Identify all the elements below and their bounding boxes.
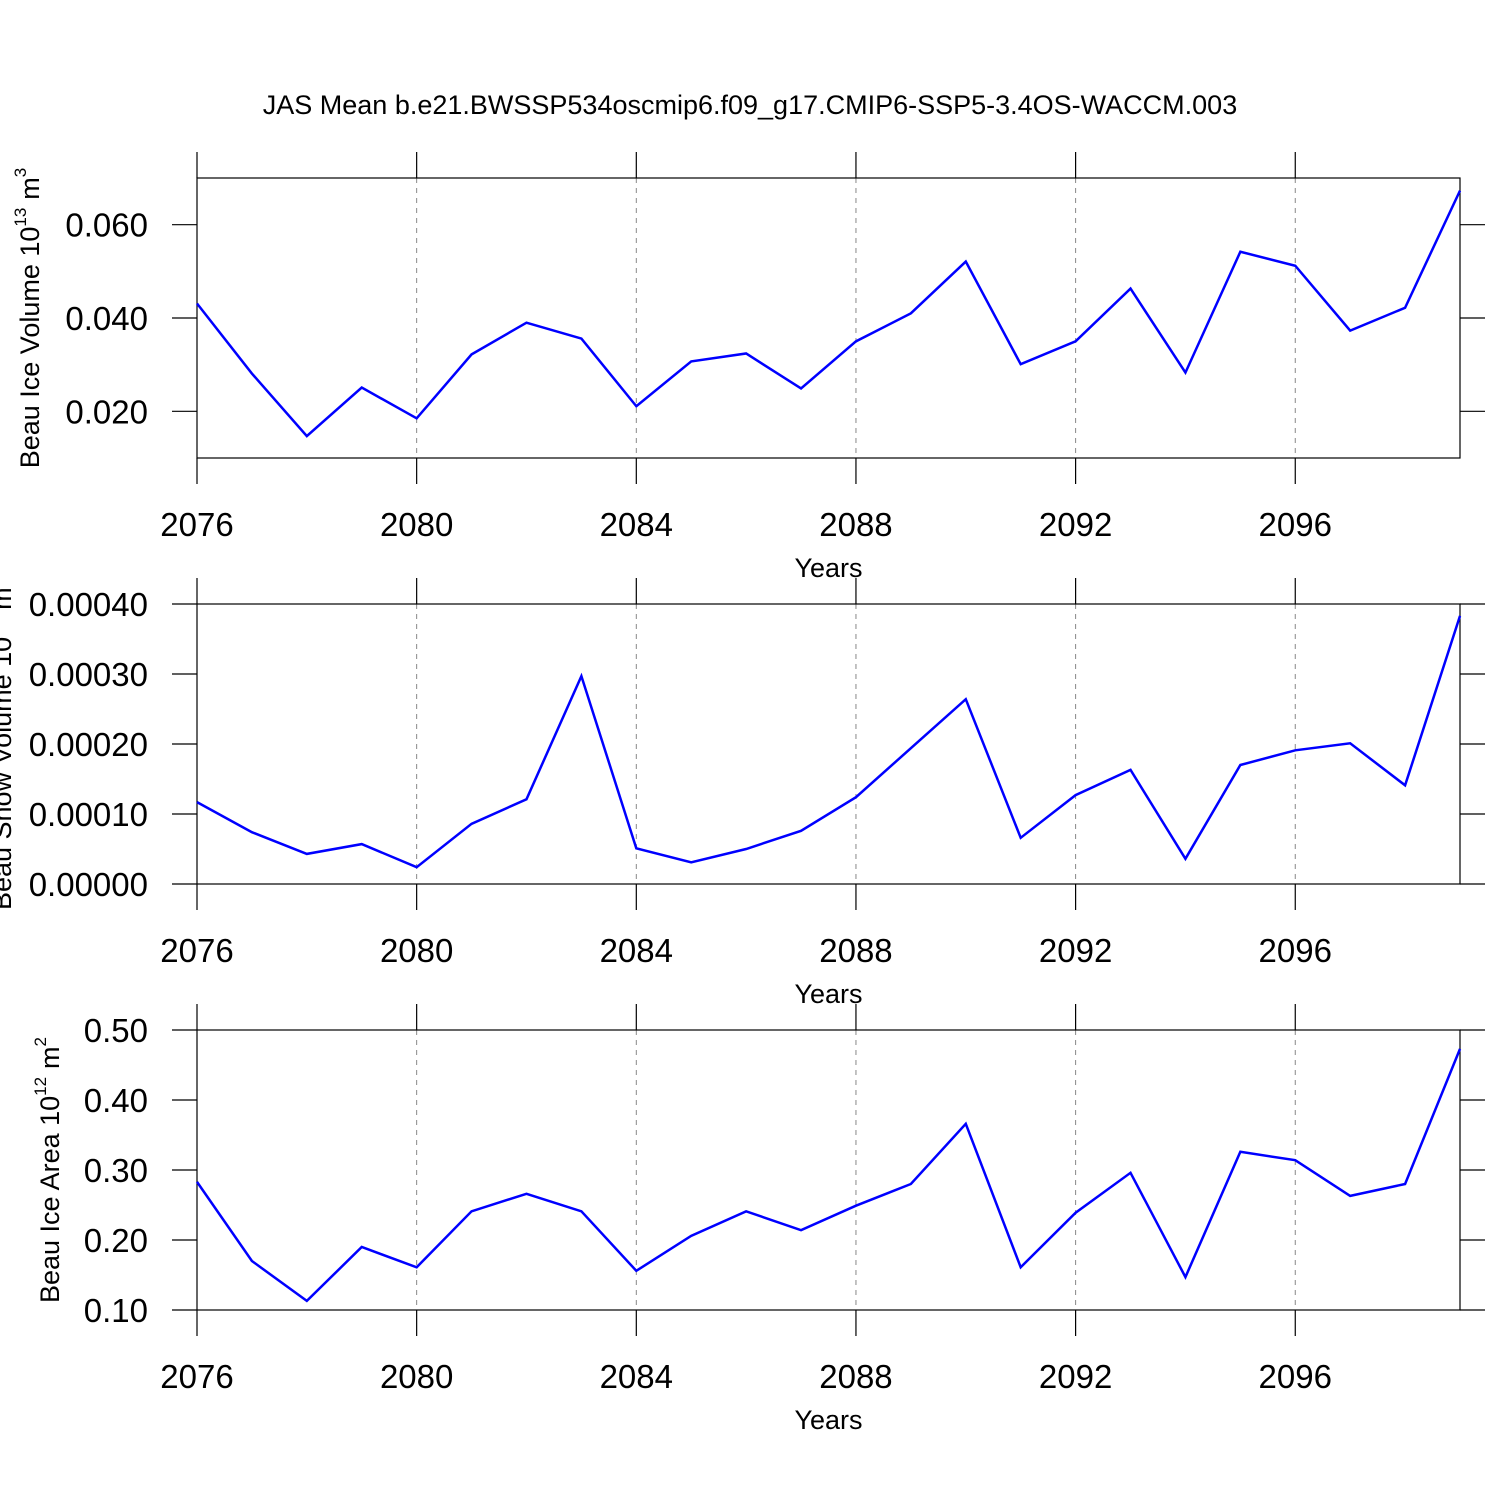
y-tick-label: 0.00030: [29, 656, 148, 693]
y-axis-title-text: Beau Ice Volume 10: [15, 227, 45, 469]
y-tick-label: 0.40: [84, 1082, 148, 1119]
y-tick-label: 0.30: [84, 1152, 148, 1189]
y-axis-title-unit-exponent: 3: [11, 168, 30, 177]
plot-frame: [196, 1029, 1461, 1311]
y-axis-title-unit-exponent: 3: [0, 578, 2, 587]
x-tick-label: 2096: [1259, 506, 1332, 543]
x-tick-label: 2080: [380, 1358, 453, 1395]
x-tick-label: 2096: [1259, 1358, 1332, 1395]
x-tick-label: 2092: [1039, 506, 1112, 543]
y-axis-title-text: Beau Ice Area 10: [35, 1096, 65, 1303]
y-axis-title-unit: m: [15, 177, 45, 200]
x-tick-label: 2084: [600, 506, 673, 543]
x-tick-label: 2092: [1039, 932, 1112, 969]
y-axis-title-text: Beau Snow Volume 10: [0, 637, 17, 910]
y-axis-title-unit: m: [35, 1046, 65, 1069]
plot-frame: [196, 603, 1461, 885]
y-tick-label: 0.20: [84, 1222, 148, 1259]
x-tick-label: 2080: [380, 506, 453, 543]
y-axis-title-exponent: 12: [31, 1077, 50, 1096]
y-tick-label: 0.00010: [29, 796, 148, 833]
y-axis-title-exponent: 13: [11, 208, 30, 227]
y-axis-title: Beau Snow Volume 1013 m3: [0, 578, 17, 910]
x-tick-label: 2076: [160, 932, 233, 969]
y-tick-label: 0.040: [65, 300, 148, 337]
y-tick-label: 0.10: [84, 1292, 148, 1329]
figure-title: JAS Mean b.e21.BWSSP534oscmip6.f09_g17.C…: [263, 90, 1237, 120]
x-tick-label: 2088: [819, 932, 892, 969]
x-axis-title: Years: [794, 1405, 862, 1435]
x-axis-title: Years: [794, 553, 862, 583]
y-tick-label: 0.00040: [29, 586, 148, 623]
data-line: [195, 1048, 1462, 1303]
data-line: [196, 190, 1462, 438]
data-line: [196, 615, 1462, 869]
x-tick-label: 2084: [600, 932, 673, 969]
plot-frame: [196, 177, 1461, 459]
x-tick-label: 2076: [160, 506, 233, 543]
y-axis-title-unit: m: [0, 587, 17, 610]
x-tick-label: 2092: [1039, 1358, 1112, 1395]
y-axis-title: Beau Ice Volume 1013 m3: [11, 168, 45, 469]
x-tick-label: 2076: [160, 1358, 233, 1395]
y-axis-title-exponent: 13: [0, 618, 2, 637]
x-tick-label: 2084: [600, 1358, 673, 1395]
y-tick-label: 0.00020: [29, 726, 148, 763]
x-tick-label: 2088: [819, 506, 892, 543]
y-tick-label: 0.50: [84, 1012, 148, 1049]
x-axis-title: Years: [794, 979, 862, 1009]
y-tick-label: 0.00000: [29, 866, 148, 903]
y-tick-label: 0.060: [65, 207, 148, 244]
y-axis-title-unit-exponent: 2: [31, 1037, 50, 1046]
x-tick-label: 2080: [380, 932, 453, 969]
y-tick-label: 0.020: [65, 393, 148, 430]
x-tick-label: 2096: [1259, 932, 1332, 969]
x-tick-label: 2088: [819, 1358, 892, 1395]
y-axis-title: Beau Ice Area 1012 m2: [31, 1037, 65, 1303]
